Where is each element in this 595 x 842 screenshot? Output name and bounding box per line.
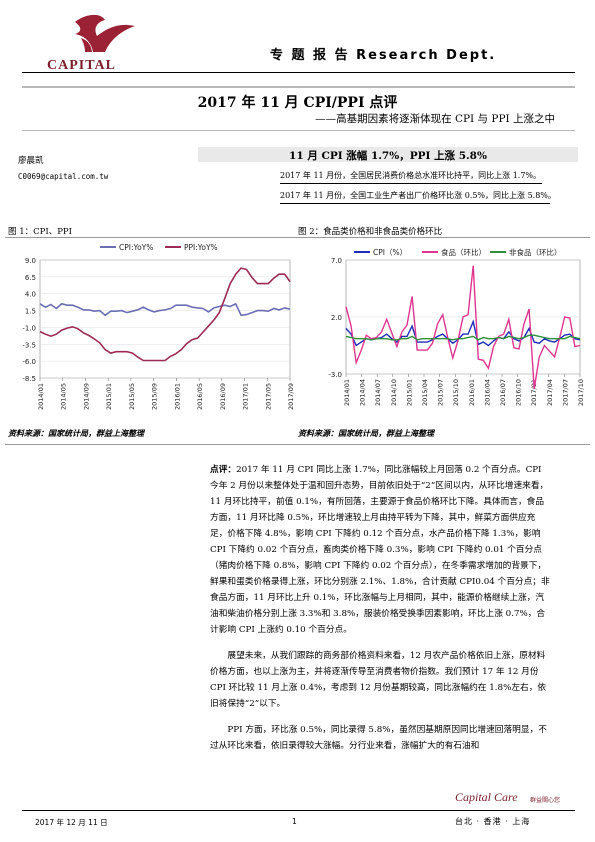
y-tick-label: -1.0 bbox=[22, 324, 36, 332]
x-tick-label: 2014/07 bbox=[374, 379, 382, 406]
x-tick-label: 2015/01 bbox=[405, 379, 413, 406]
author-email: C0069@capital.com.tw bbox=[18, 172, 109, 181]
y-tick-label: -3.5 bbox=[22, 341, 36, 349]
bullet-underline bbox=[280, 183, 542, 184]
series-line bbox=[39, 267, 291, 362]
page-number: 1 bbox=[292, 817, 297, 826]
summary-bullet: 2017 年 11 月份，全国工业生产者出厂价格环比涨 0.5%，同比上涨 5.… bbox=[280, 191, 556, 200]
footer-brand: Capital Care bbox=[455, 790, 518, 804]
x-tick-label: 2016/04 bbox=[483, 379, 491, 406]
y-tick-label: 1.5 bbox=[25, 308, 36, 316]
figure-bottom-rule bbox=[5, 444, 590, 445]
x-tick-label: 2016/01 bbox=[468, 379, 476, 406]
title-top-rule bbox=[22, 86, 575, 88]
figure-2-source: 资料来源：国家统计局，群益上海整理 bbox=[298, 428, 434, 438]
x-tick-label: 2015/09 bbox=[151, 383, 159, 410]
x-tick-label: 2015/04 bbox=[421, 379, 429, 406]
bullet-underline bbox=[280, 203, 550, 204]
y-tick-label: 6.5 bbox=[25, 274, 36, 282]
commentary-text: 2017 年 11 月 CPI 同比上涨 1.7%，同比涨幅较上月回落 0.2 … bbox=[210, 465, 550, 635]
dept-label: 专 题 报 告 Research Dept. bbox=[270, 48, 497, 63]
series-line bbox=[345, 319, 581, 347]
x-tick-label: 2015/07 bbox=[437, 379, 445, 406]
lead-label: 点评： bbox=[210, 465, 237, 475]
y-tick-label: 9.0 bbox=[25, 257, 36, 265]
footer-rule bbox=[22, 810, 575, 811]
x-tick-label: 2016/10 bbox=[515, 379, 523, 406]
summary-bullet: 2017 年 11 月份，全国居民消费价格总水准环比持平，同比上涨 1.7%。 bbox=[280, 171, 542, 180]
figure-2-label: 图 2：食品类价格和非食品类价格环比 bbox=[298, 227, 443, 237]
x-tick-label: 2017/07 bbox=[561, 379, 569, 406]
figure-1-source: 资料来源：国家统计局，群益上海整理 bbox=[8, 428, 144, 438]
x-tick-label: 2016/07 bbox=[499, 379, 507, 406]
y-tick-label: -8.5 bbox=[22, 375, 36, 383]
x-tick-label: 2014/04 bbox=[359, 379, 367, 406]
series-line bbox=[345, 334, 581, 341]
x-tick-label: 2016/05 bbox=[196, 383, 204, 410]
commentary-paragraph: 点评：2017 年 11 月 CPI 同比上涨 1.7%，同比涨幅较上月回落 0… bbox=[210, 462, 550, 638]
x-tick-label: 2014/05 bbox=[60, 383, 68, 410]
x-tick-label: 2015/05 bbox=[128, 383, 136, 410]
x-tick-label: 2014/09 bbox=[82, 383, 90, 410]
author-name: 廖晨凯 bbox=[18, 156, 44, 166]
legend-label: CPI:YoY% bbox=[119, 243, 153, 252]
x-tick-label: 2016/01 bbox=[173, 383, 181, 410]
capital-logo-bird-icon bbox=[75, 14, 135, 52]
x-tick-label: 2015/10 bbox=[452, 379, 460, 406]
commentary: 点评：2017 年 11 月 CPI 同比上涨 1.7%，同比涨幅较上月回落 0… bbox=[210, 462, 550, 764]
headline-box bbox=[198, 147, 578, 162]
report-subtitle: ——高基期因素将逐渐体现在 CPI 与 PPI 上涨之中 bbox=[315, 113, 555, 125]
footer-brand-sub: 群益關心您 bbox=[530, 797, 561, 804]
y-tick-label: 7.0 bbox=[331, 257, 342, 265]
x-tick-label: 2014/01 bbox=[343, 379, 351, 406]
x-tick-label: 2015/01 bbox=[105, 383, 113, 410]
x-tick-label: 2017/10 bbox=[577, 379, 585, 406]
report-title: 2017 年 11 月 CPI/PPI 点评 bbox=[197, 95, 398, 111]
x-tick-label: 2017/01 bbox=[530, 379, 538, 406]
logo-text: CAPITAL bbox=[47, 58, 116, 73]
x-tick-label: 2017/05 bbox=[264, 383, 272, 410]
y-tick-label: 2.0 bbox=[331, 314, 342, 322]
x-tick-label: 2016/09 bbox=[219, 383, 227, 410]
legend-label: 食品（环比） bbox=[441, 247, 486, 257]
y-tick-label: 4.0 bbox=[25, 291, 36, 299]
x-tick-label: 2017/04 bbox=[546, 379, 554, 406]
headline: 11 月 CPI 涨幅 1.7%，PPI 上涨 5.8% bbox=[289, 150, 487, 162]
x-tick-label: 2017/09 bbox=[287, 383, 295, 410]
footer-cities: 台北 · 香港 · 上海 bbox=[455, 817, 531, 826]
legend-label: PPI:YoY% bbox=[184, 243, 218, 252]
footer-date: 2017 年 12 月 11 日 bbox=[35, 818, 108, 827]
series-line bbox=[345, 265, 581, 389]
y-tick-label: -3.0 bbox=[328, 371, 342, 379]
header-rule bbox=[22, 72, 575, 73]
x-tick-label: 2014/01 bbox=[37, 383, 45, 410]
series-line bbox=[39, 302, 291, 317]
legend-label: 非食品（环比） bbox=[509, 247, 562, 257]
x-tick-label: 2017/01 bbox=[242, 383, 250, 410]
legend-label: CPI（%） bbox=[373, 248, 407, 257]
x-tick-label: 2014/10 bbox=[390, 379, 398, 406]
commentary-paragraph: PPI 方面，环比涨 0.5%，同比录得 5.8%，虽然因基期原因同比增速回落明… bbox=[210, 725, 547, 751]
title-bottom-rule bbox=[22, 130, 575, 131]
figure-1-label: 图 1：CPI、PPI bbox=[8, 227, 72, 237]
commentary-paragraph: 展望未来，从我们跟踪的商务部价格资料来看，12 月农产品价格依旧上涨，原材料价格… bbox=[210, 651, 547, 709]
figure-rule bbox=[5, 237, 590, 238]
y-tick-label: -6.0 bbox=[22, 358, 36, 366]
